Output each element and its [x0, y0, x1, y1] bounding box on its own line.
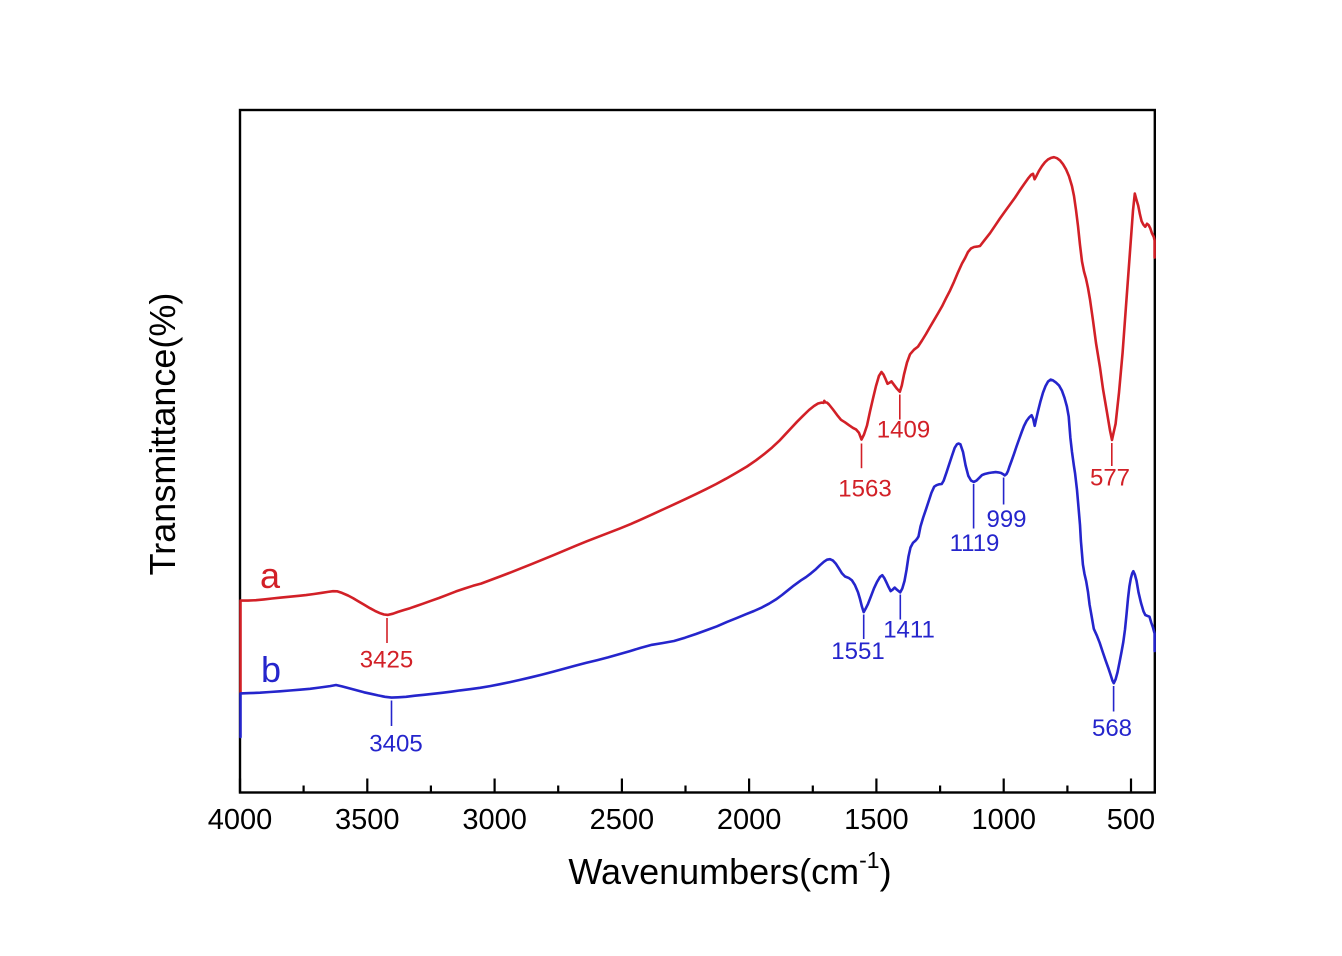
svg-text:500: 500	[1107, 804, 1155, 836]
svg-text:1000: 1000	[971, 804, 1036, 836]
svg-text:3425: 3425	[360, 647, 413, 674]
svg-text:1500: 1500	[844, 804, 909, 836]
svg-text:568: 568	[1092, 715, 1132, 742]
svg-text:2500: 2500	[590, 804, 655, 836]
svg-text:1119: 1119	[950, 530, 1000, 557]
svg-text:Wavenumbers(cm-1): Wavenumbers(cm-1)	[568, 847, 891, 892]
svg-text:577: 577	[1090, 465, 1130, 492]
svg-text:999: 999	[986, 506, 1026, 533]
svg-text:3500: 3500	[335, 804, 400, 836]
svg-text:a: a	[260, 555, 281, 596]
svg-text:1411: 1411	[883, 617, 935, 644]
svg-text:1409: 1409	[877, 417, 930, 444]
svg-text:1551: 1551	[831, 638, 884, 665]
svg-text:b: b	[261, 649, 281, 690]
svg-text:2000: 2000	[717, 804, 782, 836]
svg-text:1563: 1563	[838, 476, 891, 503]
svg-text:Transmittance(%): Transmittance(%)	[142, 293, 183, 576]
svg-text:3405: 3405	[369, 731, 422, 758]
svg-text:3000: 3000	[462, 804, 527, 836]
svg-text:4000: 4000	[208, 804, 273, 836]
